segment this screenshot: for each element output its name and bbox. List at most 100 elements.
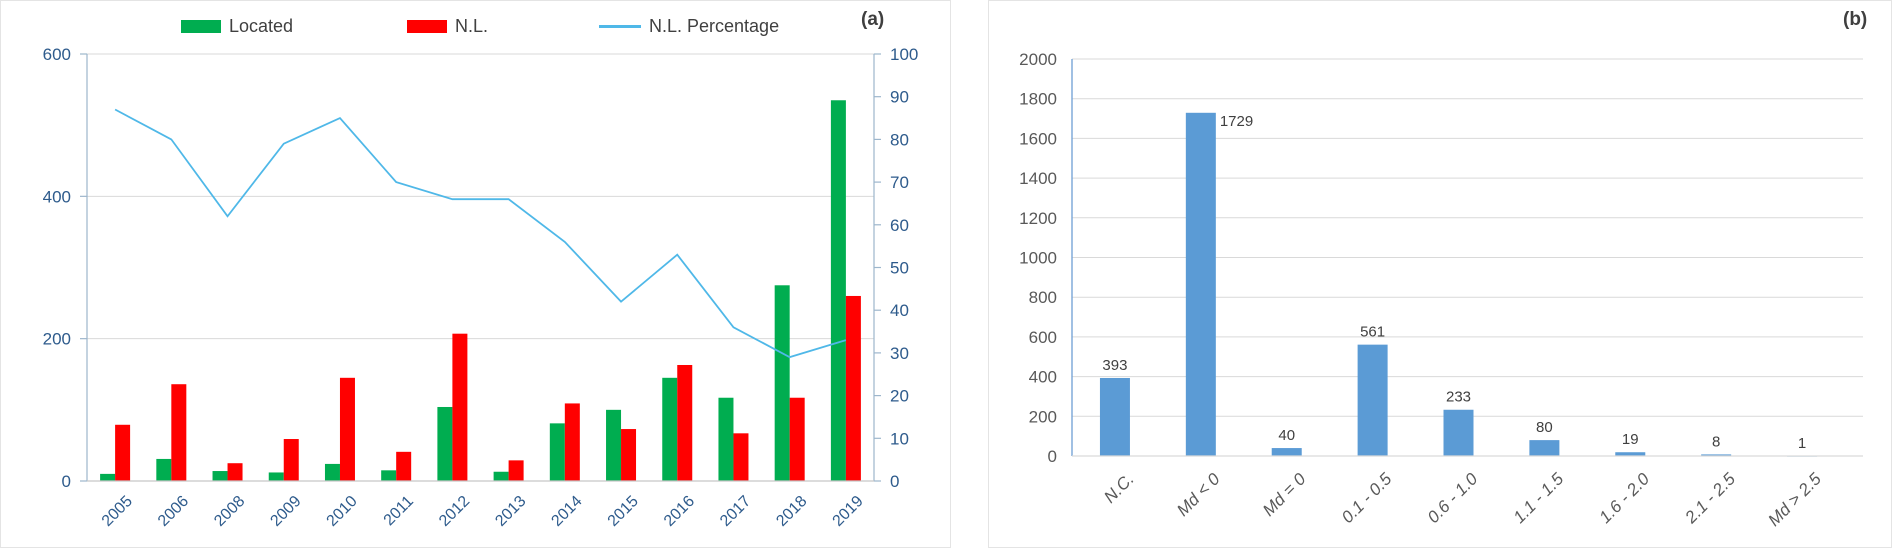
- bar-located-2012: [437, 406, 453, 481]
- x-axis-label-2012: 2012: [436, 493, 473, 530]
- right-axis-tick-label: 20: [890, 387, 909, 406]
- chart-b-plot: 393 1729 40 561 233 80 19 8 1 0 200 400 600 800 1000 12…: [1019, 50, 1863, 530]
- bar-0.6 - 1.0: [1443, 409, 1474, 456]
- legend-item-nl: N.L.: [407, 16, 488, 37]
- right-axis-tick-label: 70: [890, 173, 909, 192]
- bar-located-2014: [549, 423, 565, 481]
- bar-nl-2012: [452, 333, 468, 481]
- y-axis-tick-label: 600: [1029, 328, 1057, 347]
- bar-nl-2019: [845, 295, 861, 481]
- left-axis-tick-label: 0: [62, 472, 71, 491]
- x-axis-label-2.1 - 2.5: 2.1 - 2.5: [1681, 469, 1740, 528]
- bar-located-2010: [324, 463, 340, 481]
- chart-b-panel: (b) 393 1729 40 561 233 80 19 8 1 0 200 400 600 800 10…: [988, 0, 1892, 548]
- x-axis-label-2005: 2005: [99, 493, 136, 530]
- legend-label-located: Located: [229, 16, 294, 36]
- bar-located-2009: [268, 472, 284, 481]
- bar-nl-2010: [339, 377, 355, 481]
- y-axis-tick-label: 1000: [1019, 249, 1057, 268]
- legend-label-nl: N.L.: [455, 16, 489, 36]
- data-label-N.C.: 393: [1102, 357, 1127, 374]
- bar-nl-2014: [564, 403, 580, 481]
- bar-located-2015: [606, 409, 622, 481]
- data-label-Md < 0: 1729: [1220, 113, 1253, 130]
- right-axis-tick-label: 10: [890, 429, 909, 448]
- bar-1.1 - 1.5: [1529, 440, 1560, 456]
- bar-1.6 - 2.0: [1615, 452, 1646, 456]
- bar-nl-2008: [227, 463, 243, 481]
- x-axis-label-2016: 2016: [661, 493, 698, 530]
- bar-located-2013: [493, 471, 509, 481]
- data-label-1.1 - 1.5: 80: [1536, 419, 1553, 436]
- left-axis-tick-label: 600: [43, 45, 71, 64]
- right-axis-tick-label: 50: [890, 259, 909, 278]
- bar-N.C.: [1099, 377, 1130, 456]
- data-label-0.6 - 1.0: 233: [1446, 389, 1471, 406]
- bar-located-2008: [212, 471, 228, 481]
- nl-percentage-legend-line-icon: [599, 25, 641, 28]
- left-axis-tick-label: 400: [43, 187, 71, 206]
- bar-located-2017: [718, 397, 734, 481]
- bar-located-2011: [381, 470, 397, 481]
- x-axis-label-2015: 2015: [605, 493, 642, 530]
- x-axis-label-2011: 2011: [381, 493, 417, 529]
- x-axis-label-2017: 2017: [717, 493, 754, 530]
- y-axis-tick-label: 2000: [1019, 50, 1057, 69]
- y-axis-tick-label: 1400: [1019, 169, 1057, 188]
- bar-nl-2017: [733, 433, 749, 481]
- legend-label-nl-percentage: N.L. Percentage: [649, 16, 780, 36]
- bar-Md = 0: [1271, 448, 1302, 456]
- located-legend-swatch-icon: [181, 20, 221, 33]
- x-axis-label-Md > 2.5: Md > 2.5: [1764, 469, 1825, 530]
- bar-nl-2018: [789, 397, 805, 481]
- bar-nl-2013: [508, 460, 524, 481]
- y-axis-tick-label: 200: [1029, 407, 1057, 426]
- left-axis-tick-label: 200: [43, 330, 71, 349]
- x-axis-label-1.6 - 2.0: 1.6 - 2.0: [1596, 469, 1654, 527]
- y-axis-tick-label: 400: [1029, 368, 1057, 387]
- x-axis-label-2018: 2018: [773, 493, 810, 530]
- bar-nl-2005: [115, 424, 131, 481]
- bar-located-2019: [830, 100, 846, 481]
- y-axis-tick-label: 0: [1048, 447, 1057, 466]
- right-axis-tick-label: 60: [890, 216, 909, 235]
- right-axis-tick-label: 40: [890, 301, 909, 320]
- bar-located-2005: [100, 473, 116, 481]
- data-label-Md > 2.5: 1: [1798, 435, 1806, 452]
- bar-2.1 - 2.5: [1701, 454, 1732, 456]
- data-label-0.1 - 0.5: 561: [1360, 324, 1385, 341]
- right-axis-tick-label: 30: [890, 344, 909, 363]
- bar-located-2006: [156, 458, 172, 481]
- bar-nl-2015: [621, 429, 637, 481]
- x-axis-label-2014: 2014: [548, 493, 585, 530]
- x-axis-label-2019: 2019: [830, 493, 867, 530]
- right-axis-tick-label: 90: [890, 88, 909, 107]
- x-axis-label-Md < 0: Md < 0: [1173, 469, 1224, 520]
- x-axis-label-1.1 - 1.5: 1.1 - 1.5: [1510, 469, 1568, 527]
- nl-legend-swatch-icon: [407, 20, 447, 33]
- legend-item-located: Located: [181, 16, 293, 37]
- right-axis-tick-label: 0: [890, 472, 899, 491]
- x-axis-label-2010: 2010: [324, 493, 361, 530]
- bar-located-2018: [774, 285, 790, 481]
- y-axis-tick-label: 1600: [1019, 129, 1057, 148]
- x-axis-label-Md = 0: Md = 0: [1259, 469, 1310, 520]
- panel-b-label: (b): [1843, 9, 1868, 30]
- bar-nl-2011: [396, 451, 412, 481]
- x-axis-label-2008: 2008: [211, 493, 248, 530]
- legend-item-nl-percentage: N.L. Percentage: [599, 16, 779, 37]
- x-axis-label-0.1 - 0.5: 0.1 - 0.5: [1338, 469, 1396, 527]
- y-axis-tick-label: 1800: [1019, 90, 1057, 109]
- x-axis-label-0.6 - 1.0: 0.6 - 1.0: [1424, 469, 1482, 527]
- panel-a-label: (a): [861, 9, 885, 30]
- x-axis-label-2006: 2006: [155, 493, 192, 530]
- y-axis-tick-label: 800: [1029, 288, 1057, 307]
- data-label-Md = 0: 40: [1278, 427, 1295, 444]
- chart-a-panel: Located N.L. N.L. Percentage (a) 0 200 400…: [0, 0, 951, 548]
- y-axis-tick-label: 1200: [1019, 209, 1057, 228]
- data-label-1.6 - 2.0: 19: [1622, 431, 1639, 448]
- bar-located-2016: [662, 377, 678, 481]
- right-axis-tick-label: 80: [890, 130, 909, 149]
- chart-a-plot: 0 200 400 600 0 10 20 30 40 50 60 70 80 90 100 2005 2006…: [43, 45, 919, 530]
